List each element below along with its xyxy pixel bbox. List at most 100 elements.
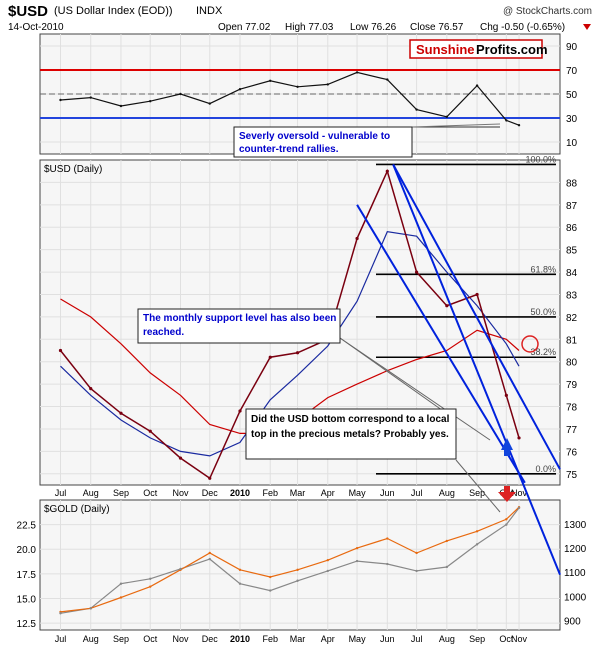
gold-left-tick-label: 22.5 xyxy=(17,521,37,532)
trend-channel-upper xyxy=(392,164,561,470)
usd-price-point xyxy=(504,393,508,397)
rsi-note-box xyxy=(233,126,413,158)
chg-down-arrow-icon xyxy=(583,24,591,30)
gold-orange-point xyxy=(238,568,242,572)
price-tick-label: 84 xyxy=(566,268,578,279)
gold-gray-point xyxy=(445,565,449,569)
gold-x-tick-label: Dec xyxy=(202,634,219,644)
rsi-point xyxy=(505,119,508,122)
price-tick-label: 83 xyxy=(566,290,578,301)
usd-price-point xyxy=(414,270,419,274)
gold-x-tick-label: Nov xyxy=(172,634,189,644)
rsi-point xyxy=(517,124,521,127)
support-note-box xyxy=(137,308,341,344)
price-tick-label: 77 xyxy=(566,425,578,436)
price-tick-label: 79 xyxy=(566,380,578,391)
usd-price-point xyxy=(475,292,479,297)
price-tick-label: 86 xyxy=(566,223,578,234)
header-date: 14-Oct-2010 xyxy=(8,22,64,33)
gold-x-tick-label: Jul xyxy=(55,634,67,644)
x-tick-label: Mar xyxy=(290,488,306,498)
price-tick-label: 87 xyxy=(566,201,578,212)
usd-price-point xyxy=(268,355,272,359)
price-tick-label: 85 xyxy=(566,246,578,257)
gold-gray-point xyxy=(475,543,479,546)
x-tick-label: Oct xyxy=(143,488,158,498)
gold-gray-point xyxy=(59,612,62,615)
gold-x-tick-label: Aug xyxy=(439,634,455,644)
gold-gray-point xyxy=(208,557,211,561)
price-tick-label: 82 xyxy=(566,313,578,324)
x-tick-label: May xyxy=(349,488,367,498)
price-tick-label: 75 xyxy=(566,470,578,481)
trend-channel-outer xyxy=(392,164,561,576)
usd-price-point xyxy=(208,476,212,480)
gold-x-tick-label: Feb xyxy=(262,634,278,644)
x-tick-label: Sep xyxy=(113,488,129,498)
header-open: Open 77.02 xyxy=(218,22,271,33)
fib-level-label: 0.0% xyxy=(535,464,556,474)
gold-note-text: Did the USD bottom correspond to a local… xyxy=(251,414,450,440)
gold-left-tick-label: 17.5 xyxy=(17,570,37,581)
x-tick-label: Jul xyxy=(55,488,67,498)
gold-gray-point xyxy=(119,582,123,585)
x-tick-label: Jun xyxy=(380,488,395,498)
price-panel-title: $USD (Daily) xyxy=(44,164,102,175)
rsi-point xyxy=(59,98,62,102)
x-tick-label: Apr xyxy=(321,488,335,498)
x-tick-label: Sep xyxy=(469,488,485,498)
fib-level-label: 38.2% xyxy=(530,347,556,357)
up-arrow-icon xyxy=(501,438,513,456)
gold-orange-point xyxy=(326,558,330,562)
gold-orange-point xyxy=(386,537,389,540)
rsi-point xyxy=(445,115,449,119)
gold-note-box xyxy=(245,408,457,460)
gold-panel-title: $GOLD (Daily) xyxy=(44,504,110,515)
header-close: Close 76.57 xyxy=(410,22,464,33)
usd-price-point xyxy=(385,169,389,173)
header-chg: Chg -0.50 (-0.65%) xyxy=(480,22,565,33)
x-tick-label: Nov xyxy=(511,488,528,498)
gold-x-tick-label: May xyxy=(349,634,367,644)
gold-orange-point xyxy=(296,568,299,572)
usd-price-point xyxy=(58,348,63,353)
rsi-point xyxy=(269,79,272,83)
rsi-tick-label: 10 xyxy=(566,138,578,149)
usd-price-point xyxy=(445,304,449,308)
price-tick-label: 76 xyxy=(566,447,578,458)
x-tick-label: Dec xyxy=(202,488,219,498)
gold-x-tick-label: Jul xyxy=(411,634,423,644)
gold-gray-point xyxy=(326,569,330,573)
usd-price-point xyxy=(148,429,152,433)
rsi-tick-label: 90 xyxy=(566,42,578,53)
gold-x-tick-label: Jun xyxy=(380,634,395,644)
usd-price-point xyxy=(178,456,183,460)
rsi-point xyxy=(355,71,359,74)
brand-name-part2: Profits.com xyxy=(476,42,548,57)
gold-gray-point xyxy=(517,506,521,510)
x-tick-label: Jul xyxy=(411,488,423,498)
support-note-text: The monthly support level has also been … xyxy=(143,313,337,338)
x-tick-label: Aug xyxy=(439,488,455,498)
gold-right-tick-label: 1100 xyxy=(564,568,586,579)
header-name: (US Dollar Index (EOD)) xyxy=(54,5,173,17)
gold-orange-point xyxy=(445,539,449,543)
rsi-point xyxy=(475,84,479,87)
price-tick-label: 80 xyxy=(566,358,578,369)
gold-x-tick-label: Oct xyxy=(499,634,514,644)
x-tick-label: Aug xyxy=(83,488,99,498)
support-note: The monthly support level has also been … xyxy=(143,313,337,338)
gold-right-tick-label: 900 xyxy=(564,616,581,627)
x-tick-label: 2010 xyxy=(230,488,250,498)
fib-level-label: 100.0% xyxy=(525,154,556,164)
usd-price-point xyxy=(238,409,242,413)
header-symbol: $USD xyxy=(8,3,48,20)
moving-average-blue-line xyxy=(60,231,520,457)
usd-price-point xyxy=(355,236,359,241)
fib-level-label: 61.8% xyxy=(530,264,556,274)
rsi-note-leader-2 xyxy=(411,123,501,128)
rsi-tick-label: 50 xyxy=(566,90,578,101)
price-tick-label: 78 xyxy=(566,403,578,414)
